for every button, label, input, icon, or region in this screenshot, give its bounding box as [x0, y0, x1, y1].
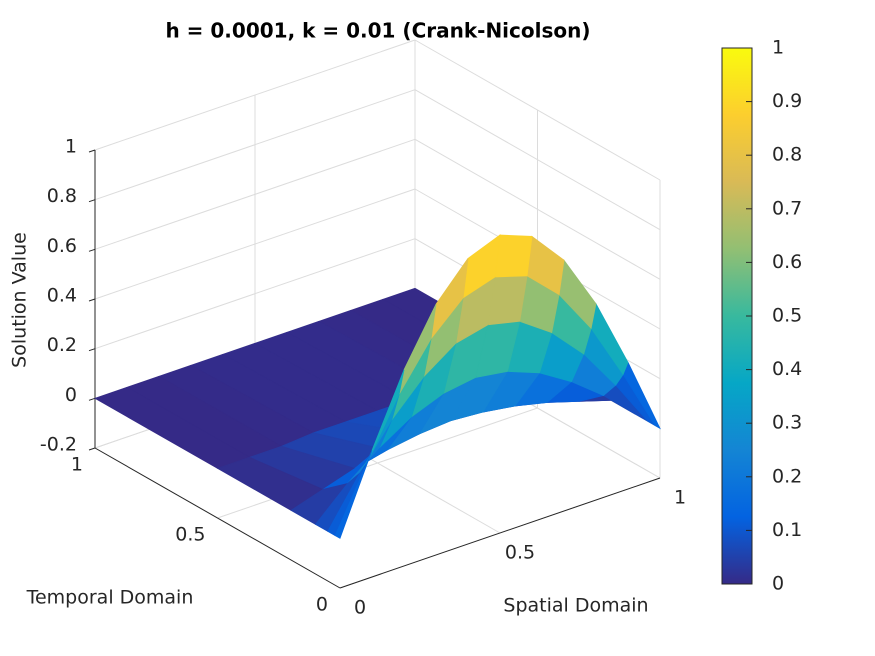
tick-mark [88, 348, 96, 352]
grid-line [414, 39, 661, 181]
x-tick-label: 1 [674, 487, 686, 509]
grid-line [94, 39, 416, 151]
y-tick-label: 0.5 [175, 524, 205, 546]
grid-line [94, 188, 416, 300]
axis-line [339, 477, 661, 589]
tick-mark [88, 447, 96, 451]
colorbar-tick-label: 0.3 [772, 412, 802, 434]
z-axis-label: Solution Value [9, 232, 31, 368]
grid-line [414, 138, 661, 280]
y-axis-label: Temporal Domain [26, 587, 194, 609]
z-tick-label: 1 [65, 136, 77, 158]
z-tick-label: 0.8 [47, 185, 77, 207]
x-tick-label: 0 [354, 597, 366, 619]
y-tick-label: 0 [316, 594, 328, 616]
tick-mark [88, 248, 96, 252]
colorbar-tick-label: 0.4 [772, 358, 802, 380]
colorbar-tick-label: 0.7 [772, 197, 802, 219]
colorbar-tick-label: 0.6 [772, 251, 802, 273]
axis-line [94, 447, 341, 589]
tick-mark [88, 397, 96, 401]
surface-patch [494, 234, 533, 278]
grid-line [94, 238, 416, 350]
z-tick-label: -0.2 [40, 434, 77, 456]
z-tick-label: 0.6 [47, 235, 77, 257]
surface-patch [334, 450, 373, 539]
colorbar-tick-label: 0.2 [772, 465, 802, 487]
colorbar-tick-label: 0.5 [772, 305, 802, 327]
colorbar-tick-label: 0.8 [772, 144, 802, 166]
z-tick-label: 0.4 [47, 285, 77, 307]
grid-line [94, 89, 416, 201]
grid-line [414, 89, 661, 231]
y-tick-label: 1 [71, 454, 83, 476]
z-tick-label: 0.2 [47, 334, 77, 356]
z-tick-label: 0 [65, 384, 77, 406]
colorbar-tick-label: 1 [772, 37, 784, 59]
x-axis-label: Spatial Domain [503, 595, 648, 617]
colorbar-tick-label: 0.9 [772, 90, 802, 112]
tick-mark [88, 298, 96, 302]
tick-mark [88, 149, 96, 153]
grid-line [94, 138, 416, 250]
chart-title: h = 0.0001, k = 0.01 (Crank-Nicolson) [165, 19, 590, 43]
colorbar-tick-label: 0.1 [772, 519, 802, 541]
colorbar-tick-label: 0 [772, 573, 784, 595]
x-tick-label: 0.5 [505, 542, 535, 564]
grid-line [217, 407, 538, 519]
tick-mark [88, 199, 96, 203]
